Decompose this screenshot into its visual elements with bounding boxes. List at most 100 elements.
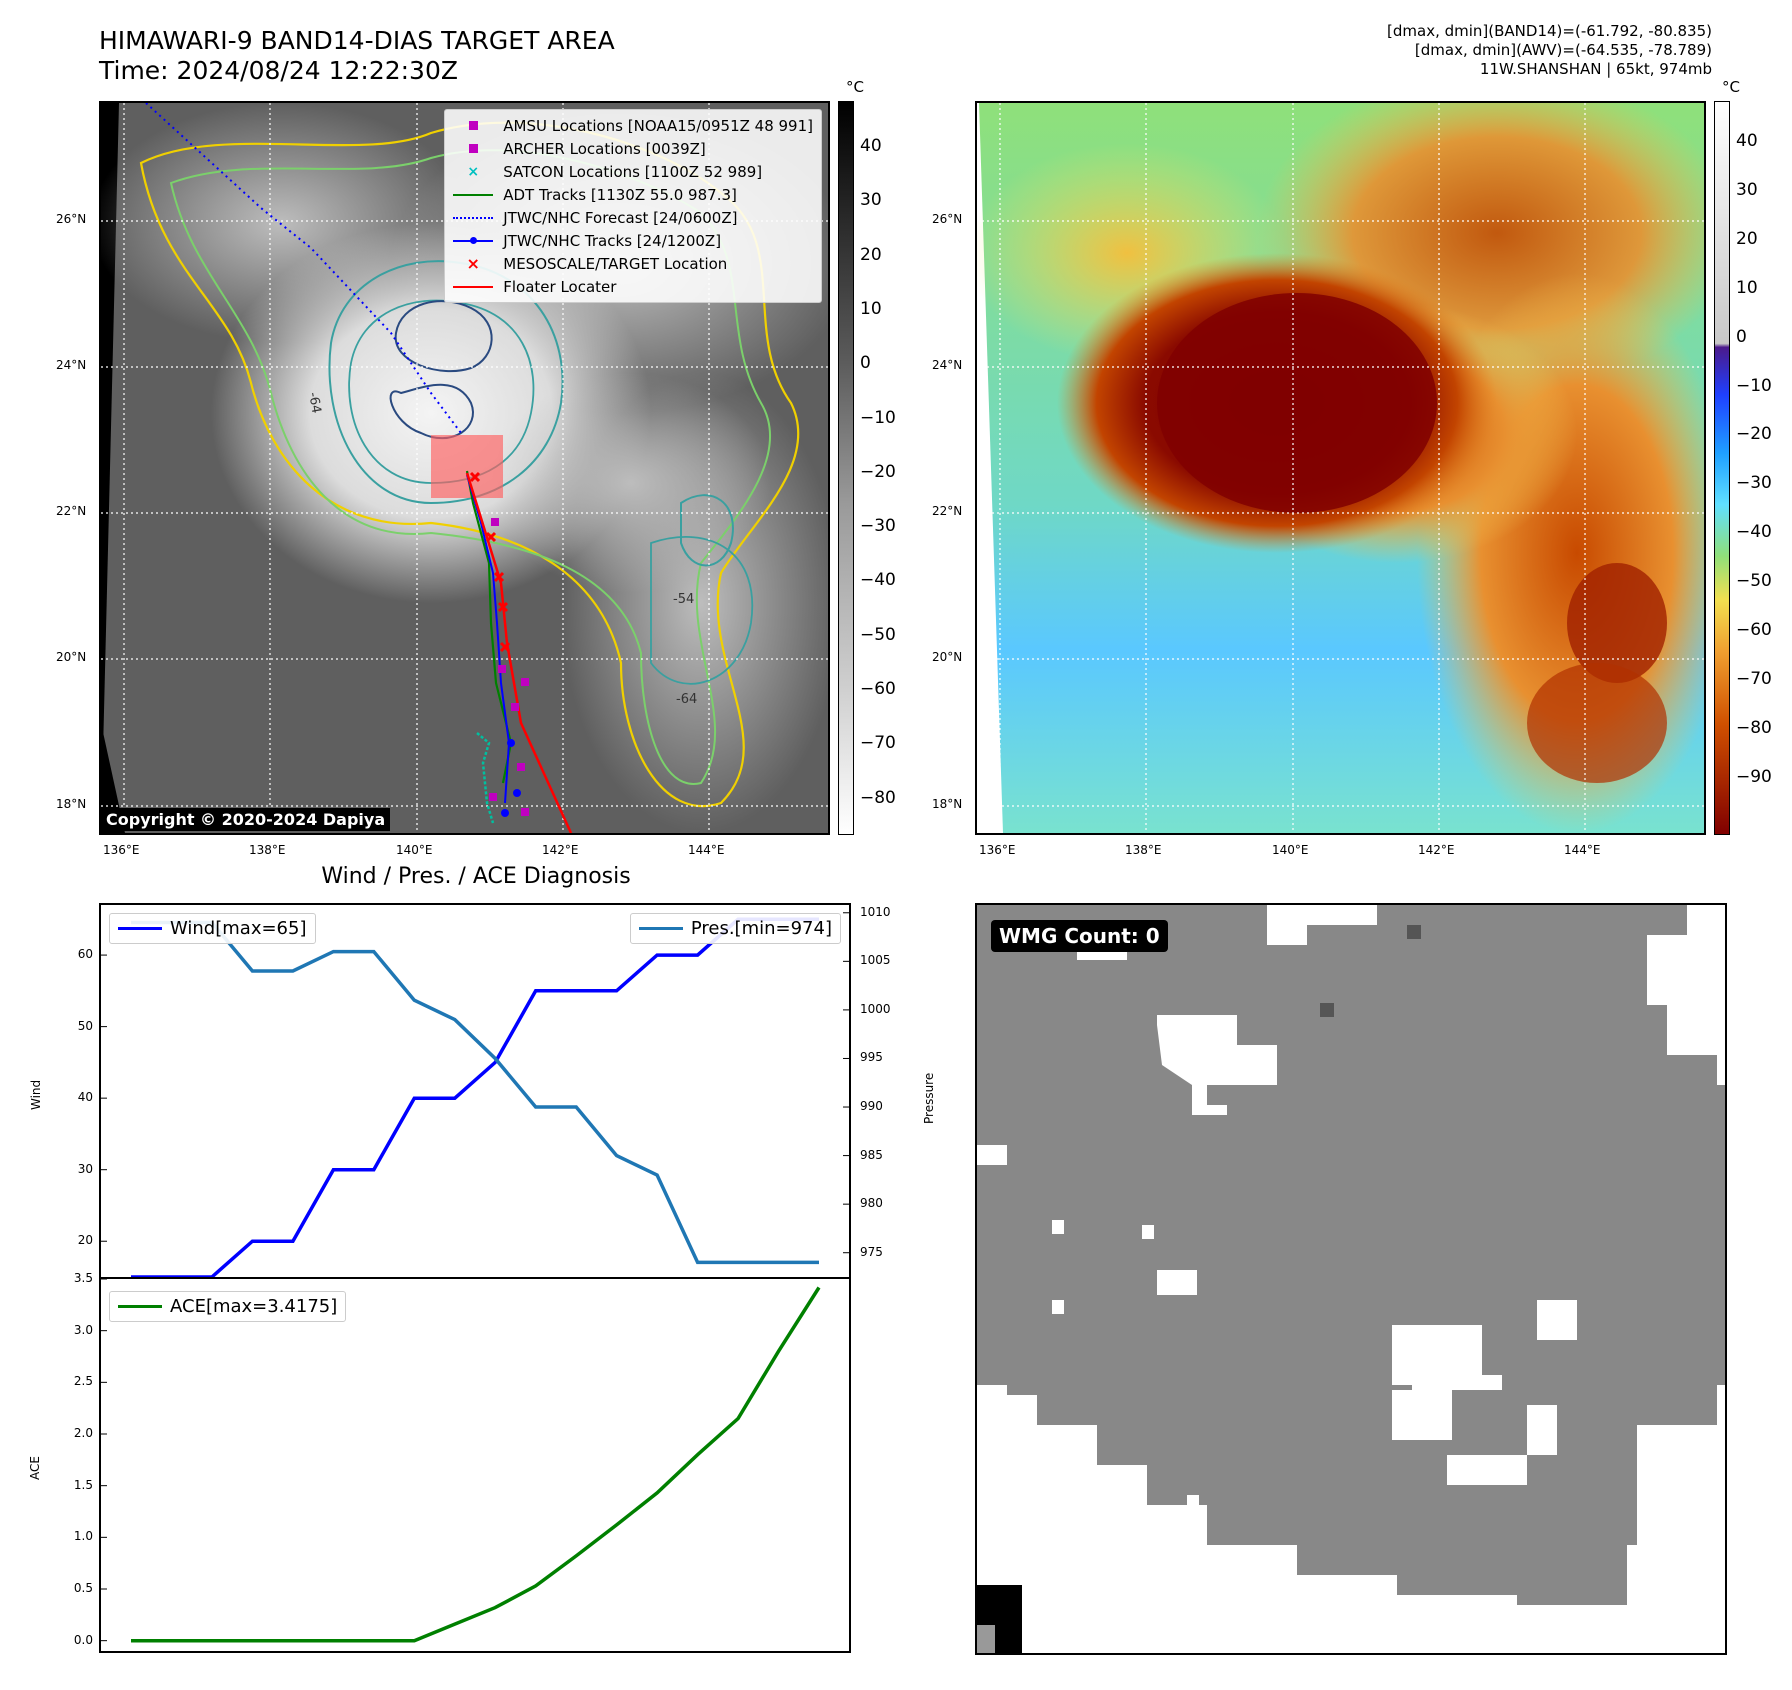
lon-tick-label: 136°E bbox=[979, 843, 1016, 857]
colorbar-tick-label: 30 bbox=[1736, 179, 1758, 200]
colorbar-tick-label: −20 bbox=[1736, 424, 1772, 445]
colorbar-tick-label: 40 bbox=[860, 136, 882, 156]
contour-label: -64 bbox=[305, 391, 323, 415]
satcon-track bbox=[476, 732, 495, 824]
y-tick-label: 1010 bbox=[860, 904, 891, 919]
wmg-count-badge: WMG Count: 0 bbox=[991, 920, 1168, 952]
pressure-legend-swatch bbox=[638, 927, 683, 930]
lon-tick-label: 144°E bbox=[688, 843, 725, 857]
legend-item: ADT Tracks [1130Z 55.0 987.3] bbox=[453, 183, 813, 206]
ace-legend: ACE[max=3.4175] bbox=[109, 1291, 347, 1322]
wmg-map bbox=[975, 903, 1727, 1655]
legend-item: JTWC/NHC Forecast [24/0600Z] bbox=[453, 206, 813, 229]
y-tick-label: 990 bbox=[860, 1099, 883, 1114]
pressure-axis-label: Pressure bbox=[922, 1072, 936, 1124]
lon-tick-label: 136°E bbox=[103, 843, 140, 857]
lat-tick-label: 20°N bbox=[932, 650, 963, 664]
colorbar-tick-label: −60 bbox=[860, 679, 896, 699]
info-line-1: [dmax, dmin](BAND14)=(-61.792, -80.835) bbox=[1387, 22, 1712, 40]
figure-title: HIMAWARI-9 BAND14-DIAS TARGET AREA Time:… bbox=[99, 26, 615, 86]
y-tick-label: 40 bbox=[77, 1090, 93, 1105]
wind-series-line bbox=[131, 917, 819, 1277]
legend-item: Floater Locater bbox=[453, 275, 813, 298]
pressure-legend: Pres.[min=974] bbox=[629, 913, 841, 944]
lon-tick-label: 142°E bbox=[542, 843, 579, 857]
contour-label: -54 bbox=[673, 592, 694, 607]
colorbar-tick-label: −90 bbox=[1736, 766, 1772, 787]
colorbar-tick-label: 10 bbox=[860, 298, 882, 319]
y-tick-label: 1.0 bbox=[73, 1529, 93, 1544]
lon-tick-label: 140°E bbox=[396, 843, 433, 857]
y-tick-label: 985 bbox=[860, 1147, 883, 1162]
colorbar-tick-label: −70 bbox=[1736, 668, 1772, 689]
lat-tick-label: 20°N bbox=[56, 650, 87, 664]
ace-axis-label: ACE bbox=[28, 1456, 42, 1480]
colorbar-tick-label: 20 bbox=[1736, 228, 1758, 249]
y-tick-label: 1005 bbox=[860, 953, 891, 968]
title-line-1: HIMAWARI-9 BAND14-DIAS TARGET AREA bbox=[99, 26, 615, 55]
info-line-2: [dmax, dmin](AWV)=(-64.535, -78.789) bbox=[1414, 41, 1712, 59]
colorbar-tick-label: −50 bbox=[860, 624, 896, 645]
colorbar-tick-label: 30 bbox=[860, 190, 882, 211]
ace-legend-swatch bbox=[118, 1305, 162, 1308]
color-colorbar-unit: °C bbox=[1722, 78, 1740, 96]
wind-legend-swatch bbox=[118, 927, 162, 930]
ace-plot: ACE[max=3.4175] bbox=[99, 1277, 851, 1653]
y-tick-label: 20 bbox=[77, 1233, 93, 1248]
bw-colorbar-unit: °C bbox=[846, 78, 864, 96]
ace-series-line bbox=[131, 1286, 821, 1643]
lon-tick-label: 144°E bbox=[1564, 843, 1601, 857]
y-tick-label: 50 bbox=[77, 1018, 93, 1033]
y-tick-label: 975 bbox=[860, 1244, 883, 1259]
colorbar-tick-label: −40 bbox=[1736, 522, 1772, 543]
color-colorbar bbox=[1714, 101, 1730, 835]
y-tick-label: 1000 bbox=[860, 1001, 891, 1016]
contour-label: -64 bbox=[676, 692, 697, 707]
colorbar-tick-label: 10 bbox=[1736, 277, 1758, 298]
colorbar-tick-label: −30 bbox=[860, 516, 896, 537]
lon-tick-label: 138°E bbox=[1125, 843, 1162, 857]
colorbar-tick-label: −80 bbox=[1736, 717, 1772, 738]
colorbar-tick-label: −40 bbox=[860, 570, 896, 591]
figure-info: [dmax, dmin](BAND14)=(-61.792, -80.835) … bbox=[1387, 22, 1712, 79]
info-line-3: 11W.SHANSHAN | 65kt, 974mb bbox=[1479, 60, 1712, 78]
pressure-series-line bbox=[131, 920, 819, 1265]
map-legend: AMSU Locations [NOAA15/0951Z 48 991] ARC… bbox=[444, 109, 822, 303]
colorbar-tick-label: −20 bbox=[860, 461, 896, 482]
wind-legend: Wind[max=65] bbox=[109, 913, 316, 944]
y-tick-label: 995 bbox=[860, 1050, 883, 1065]
y-tick-label: 980 bbox=[860, 1196, 883, 1211]
y-tick-label: 2.5 bbox=[73, 1374, 93, 1389]
colorbar-tick-label: −70 bbox=[860, 733, 896, 754]
lat-tick-label: 24°N bbox=[56, 358, 87, 372]
colorbar-tick-label: −10 bbox=[860, 407, 896, 428]
lat-tick-label: 26°N bbox=[932, 212, 963, 226]
y-tick-label: 3.0 bbox=[73, 1322, 93, 1337]
colorbar-tick-label: 40 bbox=[1736, 131, 1758, 151]
wind-axis-label: Wind bbox=[29, 1079, 43, 1110]
colorbar-tick-label: −60 bbox=[1736, 620, 1772, 640]
lat-tick-label: 24°N bbox=[932, 358, 963, 372]
lat-tick-label: 26°N bbox=[56, 212, 87, 226]
colorbar-tick-label: 20 bbox=[860, 244, 882, 265]
y-tick-label: 0.0 bbox=[73, 1632, 93, 1647]
colorbar-tick-label: 0 bbox=[860, 353, 871, 374]
target-area-box bbox=[431, 435, 503, 498]
legend-item: × SATCON Locations [1100Z 52 989] bbox=[467, 162, 763, 181]
lon-tick-label: 140°E bbox=[1272, 843, 1309, 857]
lat-tick-label: 22°N bbox=[932, 504, 963, 518]
lon-tick-label: 138°E bbox=[249, 843, 286, 857]
y-tick-label: 3.5 bbox=[73, 1271, 93, 1285]
colorbar-tick-label: −80 bbox=[860, 787, 896, 808]
legend-item: ARCHER Locations [0039Z] bbox=[453, 137, 813, 160]
title-line-2: Time: 2024/08/24 12:22:30Z bbox=[99, 56, 458, 85]
legend-item: AMSU Locations [NOAA15/0951Z 48 991] bbox=[453, 114, 813, 137]
floater-locater-track bbox=[465, 472, 573, 833]
color-ir-map bbox=[975, 101, 1706, 835]
bw-ir-map: -64 -54 -64 bbox=[99, 101, 830, 835]
lat-tick-label: 18°N bbox=[56, 797, 87, 811]
copyright-label: Copyright © 2020-2024 Dapiya bbox=[101, 808, 391, 831]
wind-pressure-plot: Wind[max=65] Pres.[min=974] bbox=[99, 903, 851, 1279]
lat-tick-label: 22°N bbox=[56, 504, 87, 518]
bw-colorbar bbox=[838, 101, 854, 835]
